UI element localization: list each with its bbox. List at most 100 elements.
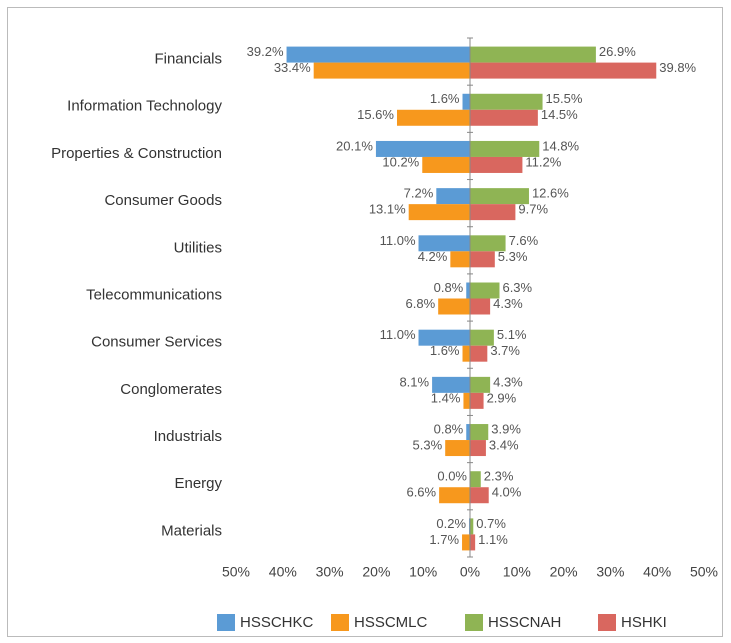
- category-label: Financials: [154, 51, 222, 68]
- data-label: 14.8%: [542, 138, 579, 153]
- x-tick-label: 20%: [362, 564, 390, 580]
- chart-frame: [7, 7, 723, 637]
- data-label: 6.6%: [406, 485, 436, 500]
- bar: [408, 204, 470, 221]
- x-tick-label: 20%: [550, 564, 578, 580]
- x-tick-label: 10%: [409, 564, 437, 580]
- legend-label: HSHKI: [621, 614, 667, 631]
- bar: [462, 345, 470, 362]
- data-label: 1.6%: [430, 343, 460, 358]
- category-label: Consumer Goods: [104, 192, 222, 209]
- data-label: 5.3%: [498, 249, 528, 264]
- data-label: 1.4%: [431, 390, 461, 405]
- bar: [466, 424, 470, 441]
- bar: [470, 282, 500, 299]
- data-label: 33.4%: [274, 60, 311, 75]
- data-label: 4.0%: [492, 485, 522, 500]
- data-label: 4.3%: [493, 296, 523, 311]
- data-label: 15.5%: [546, 91, 583, 106]
- legend-swatch: [465, 614, 483, 631]
- data-label: 10.2%: [382, 154, 419, 169]
- x-tick-label: 50%: [222, 564, 250, 580]
- data-label: 5.1%: [497, 327, 527, 342]
- bar: [470, 62, 657, 79]
- bar: [422, 156, 470, 173]
- category-label: Utilities: [174, 239, 222, 256]
- category-label: Energy: [174, 475, 222, 492]
- bar: [470, 376, 491, 393]
- data-label: 4.3%: [493, 374, 523, 389]
- x-tick-label: 50%: [690, 564, 718, 580]
- data-label: 15.6%: [357, 107, 394, 122]
- bar: [313, 62, 470, 79]
- bar: [462, 93, 470, 110]
- bar: [470, 46, 596, 63]
- bar: [286, 46, 470, 63]
- x-tick-label: 10%: [503, 564, 531, 580]
- data-label: 5.3%: [413, 437, 443, 452]
- x-tick-label: 0%: [460, 564, 480, 580]
- data-label: 26.9%: [599, 44, 636, 59]
- bar: [470, 140, 540, 157]
- data-label: 4.2%: [418, 249, 448, 264]
- bar: [470, 329, 494, 346]
- bar: [470, 392, 484, 409]
- data-label: 2.3%: [484, 469, 514, 484]
- data-label: 6.3%: [502, 280, 532, 295]
- data-label: 0.7%: [476, 516, 506, 531]
- bar: [396, 109, 470, 126]
- bar: [470, 235, 506, 252]
- bar: [470, 471, 481, 488]
- bar: [439, 487, 470, 504]
- data-label: 6.8%: [406, 296, 436, 311]
- bar: [470, 518, 474, 535]
- data-label: 3.4%: [489, 437, 519, 452]
- bar: [470, 109, 538, 126]
- bar: [470, 345, 488, 362]
- data-label: 3.7%: [490, 343, 520, 358]
- data-label: 20.1%: [336, 138, 373, 153]
- data-label: 1.6%: [430, 91, 460, 106]
- legend-label: HSSCHKC: [240, 614, 314, 631]
- category-label: Materials: [161, 522, 222, 539]
- x-tick-label: 40%: [269, 564, 297, 580]
- data-label: 9.7%: [518, 202, 548, 217]
- data-label: 0.8%: [434, 280, 464, 295]
- bar: [445, 440, 470, 457]
- x-tick-label: 30%: [316, 564, 344, 580]
- bar: [470, 251, 495, 268]
- data-label: 7.2%: [404, 186, 434, 201]
- bar: [470, 93, 543, 110]
- data-label: 11.0%: [380, 327, 416, 342]
- bar: [462, 534, 470, 551]
- data-label: 0.0%: [437, 469, 467, 484]
- legend-swatch: [217, 614, 235, 631]
- bar: [432, 376, 470, 393]
- bar: [470, 188, 529, 205]
- data-label: 14.5%: [541, 107, 578, 122]
- bar: [466, 282, 470, 299]
- data-label: 1.7%: [429, 532, 459, 547]
- data-label: 11.2%: [525, 154, 561, 169]
- data-label: 1.1%: [478, 532, 508, 547]
- category-label: Telecommunications: [86, 286, 222, 303]
- data-label: 13.1%: [369, 202, 406, 217]
- bar: [418, 329, 470, 346]
- data-label: 11.0%: [380, 233, 416, 248]
- category-label: Consumer Services: [91, 334, 222, 351]
- category-label: Conglomerates: [120, 381, 222, 398]
- legend-label: HSSCNAH: [488, 614, 561, 631]
- bar: [436, 188, 470, 205]
- category-label: Information Technology: [67, 98, 222, 115]
- data-label: 2.9%: [487, 390, 517, 405]
- data-label: 39.2%: [247, 44, 284, 59]
- bar: [418, 235, 470, 252]
- bar: [470, 487, 489, 504]
- category-label: Properties & Construction: [51, 145, 222, 162]
- bar: [375, 140, 470, 157]
- bar: [470, 204, 516, 221]
- data-label: 7.6%: [509, 233, 539, 248]
- legend-label: HSSCMLC: [354, 614, 428, 631]
- x-tick-label: 40%: [643, 564, 671, 580]
